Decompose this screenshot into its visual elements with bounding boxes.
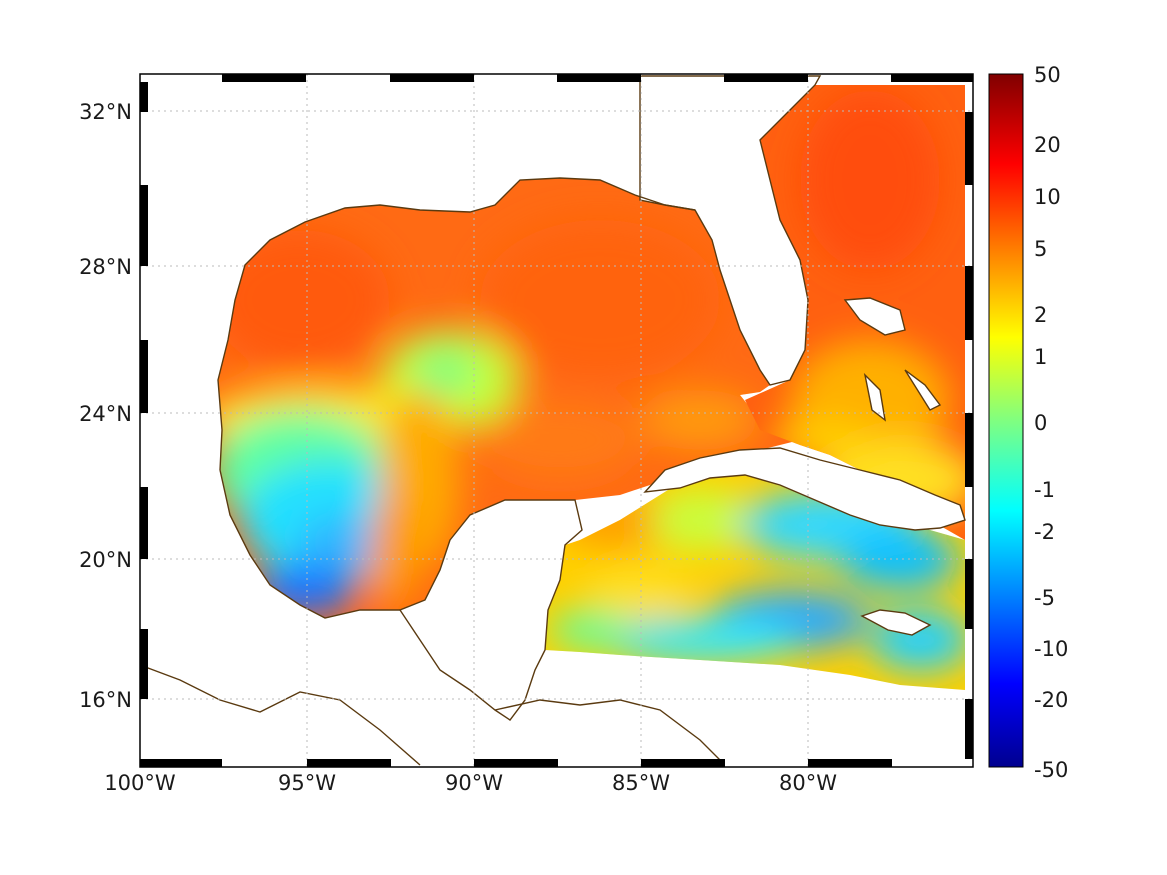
colorbar-gradient: [988, 73, 1024, 768]
colorbar-tick-label: 2: [1034, 303, 1047, 327]
lon-tick-label: 90°W: [445, 771, 503, 795]
colorbar-tick-label: -50: [1034, 758, 1068, 782]
colorbar-tick-label: 1: [1034, 345, 1047, 369]
map-frame: [139, 73, 974, 768]
florida-land: [639, 75, 822, 386]
lon-tick-label: 100°W: [104, 771, 176, 795]
coastlines: [139, 75, 966, 766]
central-america-line: [139, 664, 421, 766]
lat-tick-label: 32°N: [79, 100, 132, 124]
jamaica-land: [860, 609, 932, 636]
colorbar-tick-label: 20: [1034, 133, 1061, 157]
lat-tick-label: 16°N: [79, 688, 132, 712]
colorbar-labels: 50 20 10 5 2 1 0 -1 -2 -5 -10 -20 -50: [1034, 63, 1068, 782]
lat-tick-label: 28°N: [79, 255, 132, 279]
bahamas-land: [843, 297, 906, 336]
colorbar-tick-label: -5: [1034, 586, 1055, 610]
gridlines: [140, 74, 973, 767]
lon-tick-label: 95°W: [278, 771, 336, 795]
cuba-land: [643, 447, 966, 531]
colorbar-tick-label: 0: [1034, 411, 1047, 435]
colorbar-tick-label: 10: [1034, 185, 1061, 209]
colorbar-tick-label: 5: [1034, 237, 1047, 261]
yucatan-land: [398, 499, 583, 721]
lon-tick-label: 85°W: [612, 771, 670, 795]
colorbar: 50 20 10 5 2 1 0 -1 -2 -5 -10 -20 -50: [988, 63, 1068, 782]
colorbar-tick-label: -1: [1034, 478, 1055, 502]
lat-tick-label: 20°N: [79, 548, 132, 572]
colorbar-tick-label: 50: [1034, 63, 1061, 87]
ocean-field: [218, 85, 965, 690]
colorbar-tick-label: -20: [1034, 688, 1068, 712]
longitude-labels: 100°W 95°W 90°W 85°W 80°W: [104, 771, 837, 795]
colorbar-tick-label: -2: [1034, 520, 1055, 544]
lat-tick-label: 24°N: [79, 402, 132, 426]
lon-tick-label: 80°W: [779, 771, 837, 795]
latitude-labels: 32°N 28°N 24°N 20°N 16°N: [79, 100, 132, 712]
colorbar-tick-label: -10: [1034, 637, 1068, 661]
